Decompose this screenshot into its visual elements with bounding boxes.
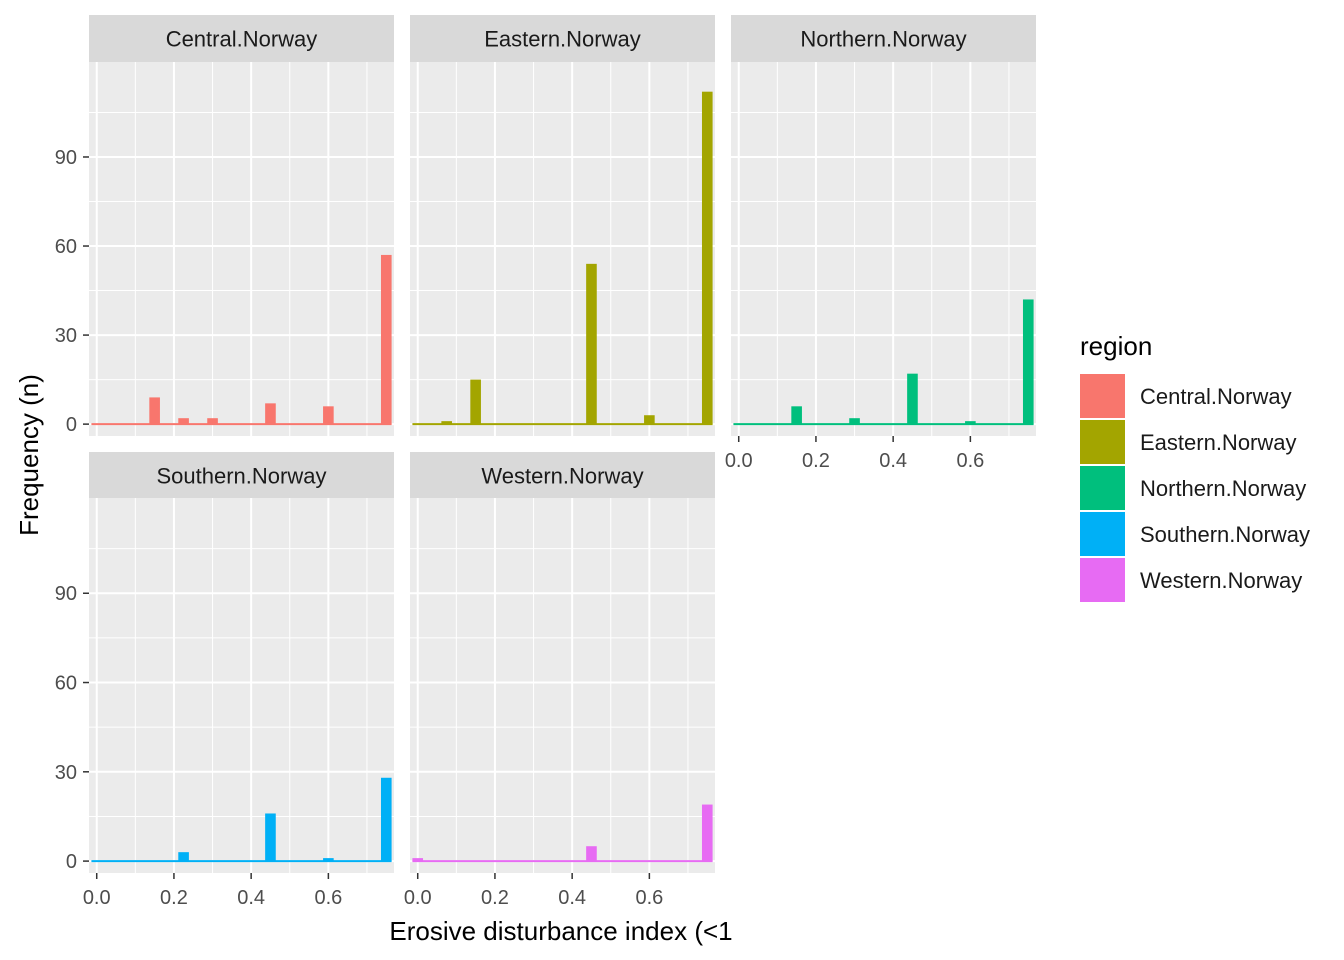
histogram-bar bbox=[323, 406, 334, 425]
x-tick-label: 0.4 bbox=[879, 450, 907, 472]
x-tick-label: 0.2 bbox=[481, 887, 509, 909]
x-tick-label: 0.0 bbox=[725, 450, 753, 472]
histogram-bar bbox=[441, 421, 452, 425]
histogram-bar bbox=[586, 263, 597, 425]
legend-item-northern-norway: Northern.Norway bbox=[1080, 466, 1306, 510]
y-axis-title: Frequency (n) bbox=[14, 374, 44, 536]
x-tick-label: 0.0 bbox=[83, 887, 111, 909]
panel-background bbox=[731, 62, 1036, 436]
y-tick-label: 90 bbox=[55, 583, 77, 605]
legend-key bbox=[1080, 420, 1125, 464]
x-tick-label: 0.4 bbox=[237, 887, 265, 909]
histogram-bar bbox=[380, 777, 392, 862]
x-axis-title: Erosive disturbance index (<1 bbox=[389, 916, 732, 946]
legend-label: Southern.Norway bbox=[1140, 522, 1310, 547]
legend-item-eastern-norway: Eastern.Norway bbox=[1080, 420, 1297, 464]
legend: region Central.Norway Eastern.Norway North… bbox=[1080, 331, 1310, 602]
legend-label: Northern.Norway bbox=[1140, 476, 1306, 501]
y-tick-label: 30 bbox=[55, 325, 77, 347]
y-tick-label: 30 bbox=[55, 762, 77, 784]
histogram-bar bbox=[265, 403, 276, 425]
panel-western-norway: Western.Norway bbox=[410, 452, 715, 873]
histogram-bar bbox=[178, 852, 189, 862]
histogram-bar bbox=[586, 846, 597, 862]
panel-northern-norway: Northern.Norway bbox=[731, 15, 1036, 436]
y-tick-label: 60 bbox=[55, 236, 77, 258]
x-tick-label: 0.0 bbox=[404, 887, 432, 909]
legend-key bbox=[1080, 512, 1125, 556]
histogram-bar bbox=[323, 858, 334, 862]
legend-key bbox=[1080, 558, 1125, 602]
legend-item-central-norway: Central.Norway bbox=[1080, 374, 1292, 418]
legend-key bbox=[1080, 466, 1125, 510]
panel-background bbox=[410, 498, 715, 873]
histogram-bar bbox=[207, 418, 218, 425]
histogram-bar bbox=[965, 421, 976, 425]
histogram-bar bbox=[380, 254, 392, 425]
x-tick-label: 0.2 bbox=[160, 887, 188, 909]
histogram-bar bbox=[178, 418, 189, 425]
histogram-bar bbox=[701, 91, 713, 425]
histogram-bar bbox=[907, 373, 918, 425]
legend-key bbox=[1080, 374, 1125, 418]
panel-strip-label: Central.Norway bbox=[166, 27, 318, 52]
panel-background bbox=[89, 498, 394, 873]
panel-strip-label: Eastern.Norway bbox=[484, 27, 641, 52]
panel-strip bbox=[731, 15, 1036, 62]
panel-strip bbox=[89, 452, 394, 499]
legend-label: Eastern.Norway bbox=[1140, 430, 1297, 455]
histogram-bar bbox=[149, 397, 160, 425]
x-tick-label: 0.4 bbox=[558, 887, 586, 909]
histogram-bar bbox=[701, 804, 713, 862]
panel-background bbox=[410, 62, 715, 436]
histogram-bar bbox=[412, 858, 424, 862]
panel-strip-label: Western.Norway bbox=[481, 464, 643, 489]
panel-strip bbox=[89, 15, 394, 62]
legend-item-southern-norway: Southern.Norway bbox=[1080, 512, 1310, 556]
x-tick-label: 0.6 bbox=[956, 450, 984, 472]
panel-strip bbox=[410, 15, 715, 62]
panel-strip bbox=[410, 452, 715, 499]
panel-strip-label: Northern.Norway bbox=[800, 27, 966, 52]
histogram-bar bbox=[849, 418, 860, 425]
panel-eastern-norway: Eastern.Norway bbox=[410, 15, 715, 436]
x-tick-label: 0.6 bbox=[635, 887, 663, 909]
histogram-bar bbox=[644, 415, 655, 425]
legend-item-western-norway: Western.Norway bbox=[1080, 558, 1302, 602]
panel-southern-norway: Southern.Norway bbox=[89, 452, 394, 873]
y-tick-label: 60 bbox=[55, 673, 77, 695]
histogram-bar bbox=[1022, 299, 1034, 425]
legend-label: Western.Norway bbox=[1140, 568, 1302, 593]
panel-central-norway: Central.Norway bbox=[89, 15, 394, 436]
x-tick-label: 0.6 bbox=[314, 887, 342, 909]
legend-title: region bbox=[1080, 331, 1152, 361]
histogram-bar bbox=[470, 379, 481, 425]
histogram-bar bbox=[265, 813, 276, 862]
histogram-bar bbox=[791, 406, 802, 425]
axis-tick-labels: 0 30 60 90 0.0 0.2 0.4 0.6 0 30 60 90 0.0 0.2 0.4 0.6 0.… bbox=[55, 147, 985, 909]
legend-label: Central.Norway bbox=[1140, 384, 1292, 409]
x-tick-label: 0.2 bbox=[802, 450, 830, 472]
y-tick-label: 0 bbox=[66, 414, 77, 436]
y-tick-label: 90 bbox=[55, 147, 77, 169]
panel-background bbox=[89, 62, 394, 436]
y-tick-label: 0 bbox=[66, 851, 77, 873]
facet-panels: Central.Norway Eastern.Norway Northern.Nor… bbox=[89, 15, 1036, 873]
panel-strip-label: Southern.Norway bbox=[157, 464, 327, 489]
